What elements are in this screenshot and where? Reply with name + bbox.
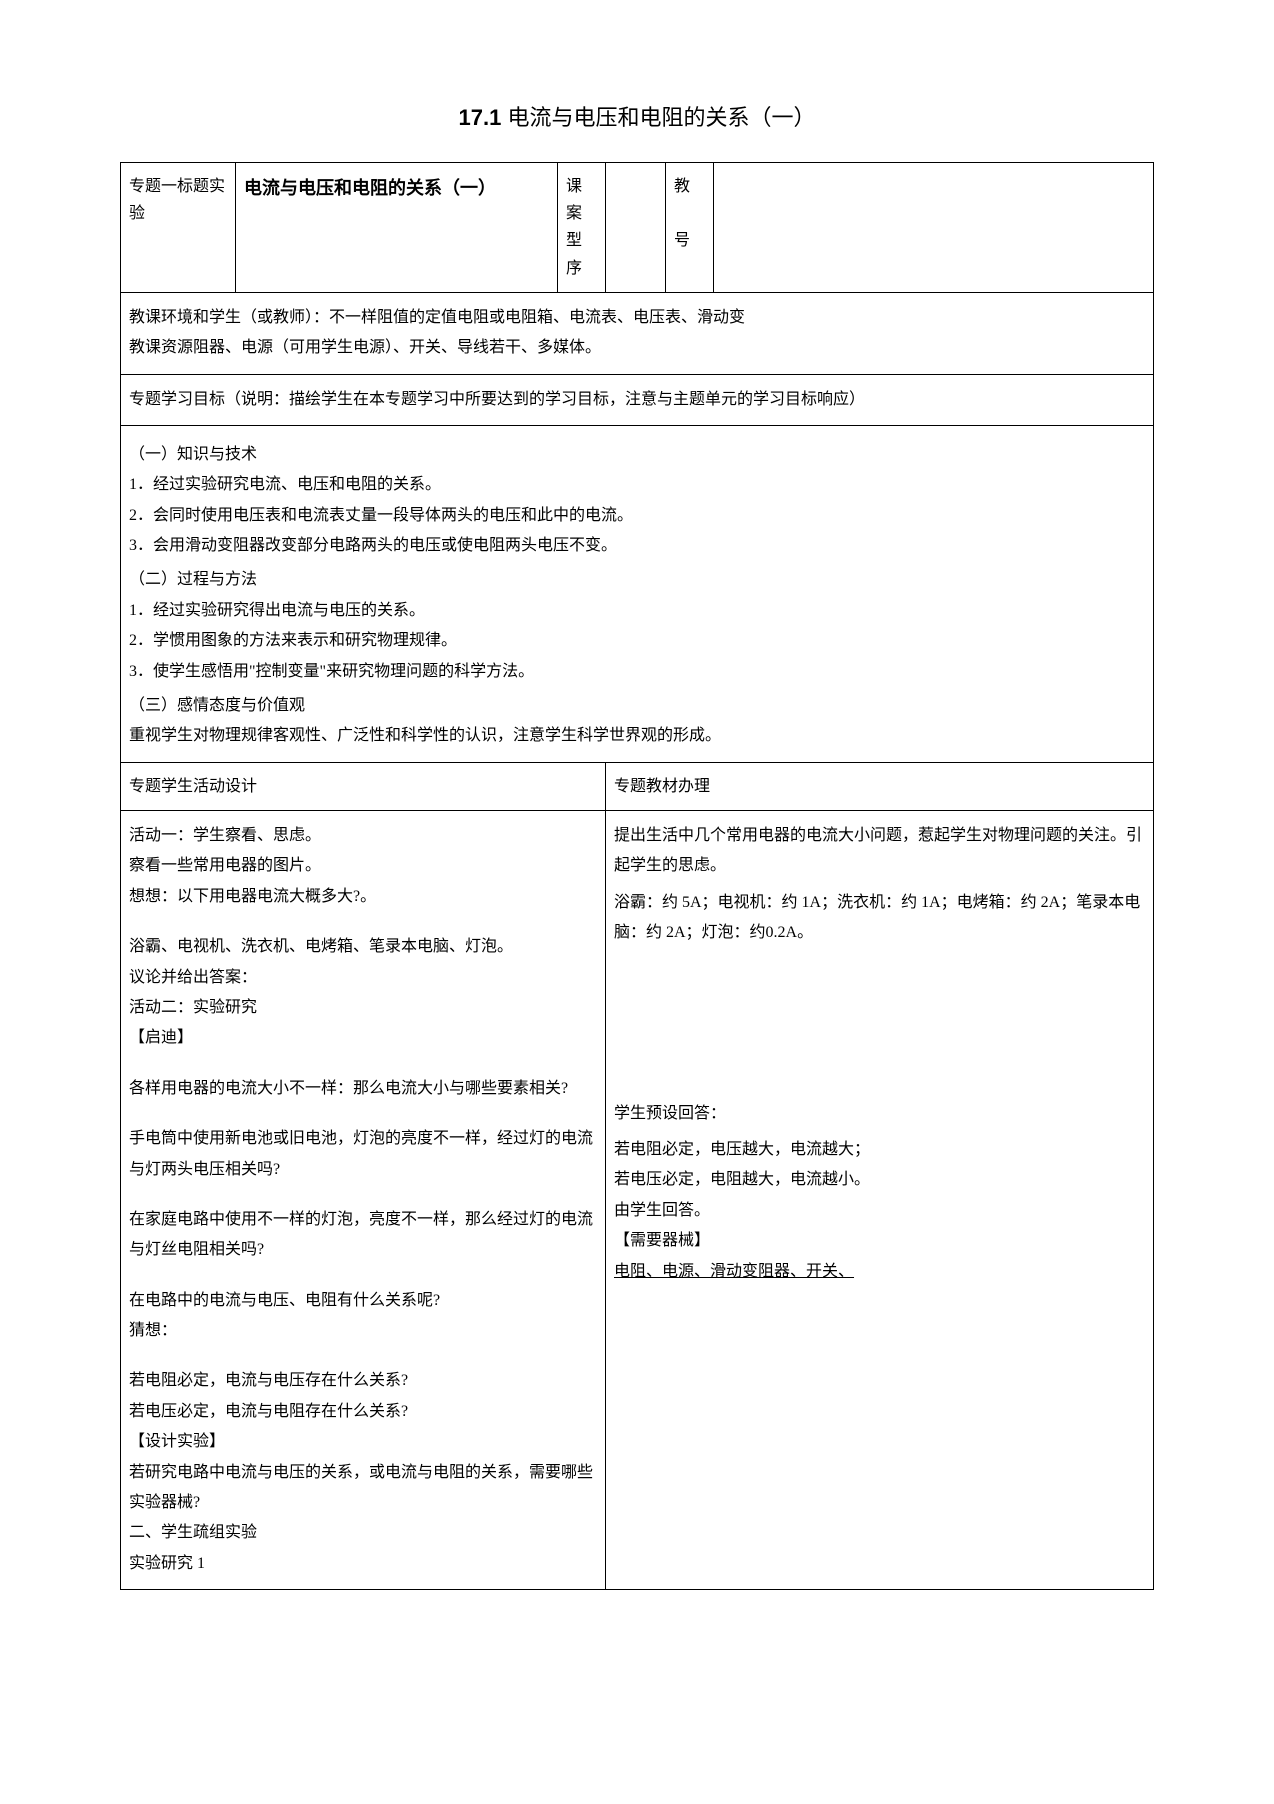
row-resources: 教课环境和学生（或教师）：不一样阻值的定值电阻或电阻箱、电流表、电压表、滑动变 … [121,292,1154,374]
sec2-item2: 2．学惯用图象的方法来表示和研究物理规律。 [129,626,1145,656]
row1-jiaohao: 教 号 [666,163,714,293]
row1-blank1 [606,163,666,293]
page-title: 17.1 电流与电压和电阻的关系（一） [120,100,1154,132]
row1-title: 电流与电压和电阻的关系（一） [236,163,558,293]
activity1-left: 活动一：学生察看、思虑。 察看一些常用电器的图片。 想想：以下用电器电流大概多大… [121,811,606,923]
qidi-q3: 在家庭电路中使用不一样的灯泡，亮度不一样，那么经过灯的电流与灯丝电阻相关吗? [121,1195,606,1276]
sec2-title: （二）过程与方法 [129,565,1145,595]
guess-design: 若电阻必定，电流与电压存在什么关系? 若电压必定，电流与电阻存在什么关系? 【设… [121,1356,606,1589]
lesson-plan-table: 专题一标题实验 电流与电压和电阻的关系（一） 课案 型序 教 号 教课环境和学生… [120,162,1154,1590]
sec1-item1: 1．经过实验研究电流、电压和电阻的关系。 [129,470,1145,500]
title-text: 电流与电压和电阻的关系（一） [501,105,815,130]
sec2-item3: 3．使学生感悟用"控制变量"来研究物理问题的科学方法。 [129,657,1145,687]
activity-right: 提出生活中几个常用电器的电流大小问题，惹起学生对物理问题的关注。引起学生的思虑。… [606,811,1154,1590]
sec2-item1: 1．经过实验研究得出电流与电压的关系。 [129,596,1145,626]
activity-header-right: 专题教材办理 [606,762,1154,810]
sec1-item2: 2．会同时使用电压表和电流表丈量一段导体两头的电压和此中的电流。 [129,501,1145,531]
sec3-item1: 重视学生对物理规律客观性、广泛性和科学性的认识，注意学生科学世界观的形成。 [129,721,1145,751]
activity-header-left: 专题学生活动设计 [121,762,606,810]
sec1-item3: 3．会用滑动变阻器改变部分电路两头的电压或使电阻两头电压不变。 [129,531,1145,561]
row-objectives-header: 专题学习目标（说明：描绘学生在本专题学习中所要达到的学习目标，注意与主题单元的学… [121,374,1154,425]
row1-kean: 课案 型序 [558,163,606,293]
title-number: 17.1 [459,105,502,130]
row-objectives-body: （一）知识与技术 1．经过实验研究电流、电压和电阻的关系。 2．会同时使用电压表… [121,425,1154,762]
sec1-title: （一）知识与技术 [129,440,1145,470]
qidi-q1: 各样用电器的电流大小不一样：那么电流大小与哪些要素相关? [121,1064,606,1114]
sec3-title: （三）感情态度与价值观 [129,691,1145,721]
row1-blank2 [714,163,1154,293]
qidi-q2: 手电筒中使用新电池或旧电池，灯泡的亮度不一样，经过灯的电流与灯两头电压相关吗? [121,1114,606,1195]
qidi-q4: 在电路中的电流与电压、电阻有什么关系呢? 猜想： [121,1276,606,1357]
row1-label: 专题一标题实验 [121,163,236,293]
activity1-devices: 浴霸、电视机、洗衣机、电烤箱、笔录本电脑、灯泡。 议论并给出答案： 活动二：实验… [121,922,606,1064]
